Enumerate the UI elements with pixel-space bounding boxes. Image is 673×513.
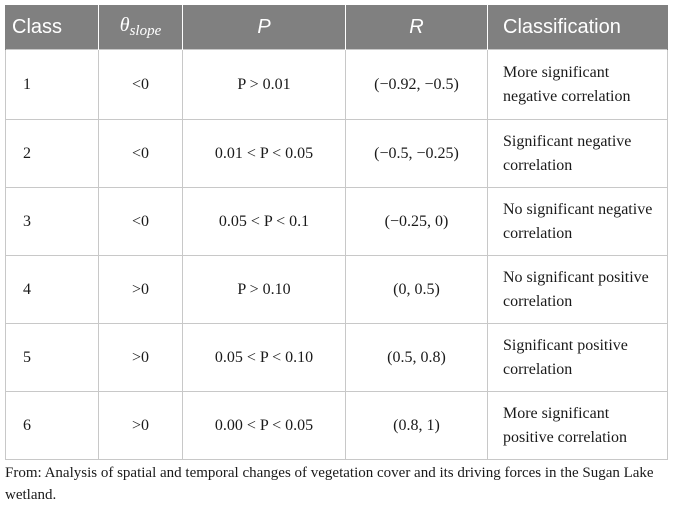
theta-subscript: slope <box>129 23 162 39</box>
table-row: 5 >0 0.05 < P < 0.10 (0.5, 0.8) Significant … <box>5 323 668 392</box>
theta-letter: θ <box>119 14 130 36</box>
cell-theta-slope: >0 <box>98 391 183 460</box>
table-row: 6 >0 0.00 < P < 0.05 (0.8, 1) More significa… <box>5 391 668 460</box>
table-caption: From: Analysis of spatial and temporal c… <box>5 465 654 503</box>
cell-class: 1 <box>5 49 99 120</box>
cell-classification: More significant negative correlation <box>487 49 668 120</box>
cell-p: 0.01 < P < 0.05 <box>182 119 346 188</box>
cell-p: 0.05 < P < 0.1 <box>182 187 346 256</box>
classification-table-container: Class θslope P R Classification 1 <0 P > 0… <box>5 5 668 460</box>
header-p: P <box>182 5 346 50</box>
header-p-label: P <box>257 15 271 38</box>
theta-symbol: θslope <box>119 14 162 39</box>
cell-theta-slope: >0 <box>98 255 183 324</box>
cell-theta-slope: >0 <box>98 323 183 392</box>
classification-table: Class θslope P R Classification 1 <0 P > 0… <box>5 5 668 460</box>
cell-r: (0, 0.5) <box>345 255 488 324</box>
header-class: Class <box>5 5 99 50</box>
cell-class: 5 <box>5 323 99 392</box>
header-r-label: R <box>409 15 424 38</box>
header-row: Class θslope P R Classification <box>5 5 668 50</box>
cell-classification: No significant positive correlation <box>487 255 668 324</box>
cell-classification: No significant negative correlation <box>487 187 668 256</box>
table-row: 3 <0 0.05 < P < 0.1 (−0.25, 0) No significan… <box>5 187 668 256</box>
table-header: Class θslope P R Classification <box>5 5 668 50</box>
cell-classification: Significant positive correlation <box>487 323 668 392</box>
cell-r: (0.5, 0.8) <box>345 323 488 392</box>
table-row: 4 >0 P > 0.10 (0, 0.5) No significant positi… <box>5 255 668 324</box>
table-row: 1 <0 P > 0.01 (−0.92, −0.5) More significant… <box>5 49 668 120</box>
cell-p: P > 0.10 <box>182 255 346 324</box>
cell-p: 0.00 < P < 0.05 <box>182 391 346 460</box>
table-body: 1 <0 P > 0.01 (−0.92, −0.5) More significant… <box>5 49 668 460</box>
cell-class: 4 <box>5 255 99 324</box>
cell-r: (−0.92, −0.5) <box>345 49 488 120</box>
cell-theta-slope: <0 <box>98 187 183 256</box>
cell-classification: Significant negative correlation <box>487 119 668 188</box>
cell-r: (−0.5, −0.25) <box>345 119 488 188</box>
table-row: 2 <0 0.01 < P < 0.05 (−0.5, −0.25) Significa… <box>5 119 668 188</box>
cell-classification: More significant positive correlation <box>487 391 668 460</box>
cell-class: 6 <box>5 391 99 460</box>
cell-r: (−0.25, 0) <box>345 187 488 256</box>
cell-p: P > 0.01 <box>182 49 346 120</box>
cell-theta-slope: <0 <box>98 119 183 188</box>
header-theta-slope: θslope <box>98 5 183 50</box>
cell-theta-slope: <0 <box>98 49 183 120</box>
cell-class: 2 <box>5 119 99 188</box>
cell-p: 0.05 < P < 0.10 <box>182 323 346 392</box>
cell-class: 3 <box>5 187 99 256</box>
header-r: R <box>345 5 488 50</box>
cell-r: (0.8, 1) <box>345 391 488 460</box>
header-classification: Classification <box>487 5 668 50</box>
